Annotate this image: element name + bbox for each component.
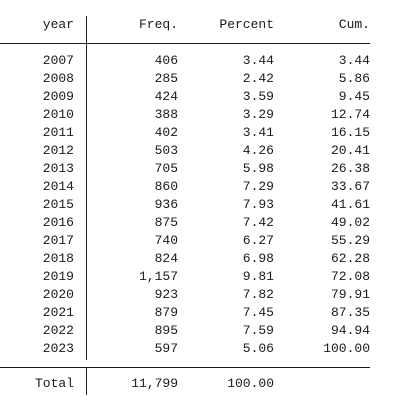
header-freq: Freq. bbox=[138, 17, 178, 32]
row-percent: 7.59 bbox=[242, 323, 274, 338]
row-cum: 26.38 bbox=[330, 161, 370, 176]
row-cum: 94.94 bbox=[330, 323, 370, 338]
row-percent: 3.44 bbox=[242, 53, 274, 68]
row-percent: 3.59 bbox=[242, 89, 274, 104]
row-cum: 20.41 bbox=[330, 143, 370, 158]
row-freq: 895 bbox=[154, 323, 178, 338]
row-percent: 3.41 bbox=[242, 125, 274, 140]
row-year: 2017 bbox=[42, 233, 74, 248]
row-year: 2007 bbox=[42, 53, 74, 68]
row-year: 2015 bbox=[42, 197, 74, 212]
row-cum: 12.74 bbox=[330, 107, 370, 122]
row-year: 2022 bbox=[42, 323, 74, 338]
row-year: 2018 bbox=[42, 251, 74, 266]
row-cum: 79.91 bbox=[330, 287, 370, 302]
total-label: Total bbox=[34, 376, 74, 391]
row-cum: 87.35 bbox=[330, 305, 370, 320]
row-percent: 7.45 bbox=[242, 305, 274, 320]
row-year: 2013 bbox=[42, 161, 74, 176]
row-percent: 9.81 bbox=[242, 269, 274, 284]
row-year: 2019 bbox=[42, 269, 74, 284]
row-percent: 7.29 bbox=[242, 179, 274, 194]
row-cum: 49.02 bbox=[330, 215, 370, 230]
row-percent: 4.26 bbox=[242, 143, 274, 158]
row-percent: 2.42 bbox=[242, 71, 274, 86]
row-percent: 6.27 bbox=[242, 233, 274, 248]
row-year: 2010 bbox=[42, 107, 74, 122]
header-percent: Percent bbox=[219, 17, 274, 32]
row-freq: 597 bbox=[154, 341, 178, 356]
total-freq: 11,799 bbox=[131, 376, 178, 391]
row-cum: 41.61 bbox=[330, 197, 370, 212]
row-cum: 100.00 bbox=[323, 341, 370, 356]
header-year: year bbox=[42, 17, 74, 32]
row-cum: 16.15 bbox=[330, 125, 370, 140]
row-freq: 740 bbox=[154, 233, 178, 248]
row-freq: 285 bbox=[154, 71, 178, 86]
row-percent: 7.82 bbox=[242, 287, 274, 302]
total-percent: 100.00 bbox=[227, 376, 274, 391]
row-freq: 875 bbox=[154, 215, 178, 230]
row-year: 2008 bbox=[42, 71, 74, 86]
row-percent: 3.29 bbox=[242, 107, 274, 122]
row-year: 2014 bbox=[42, 179, 74, 194]
row-cum: 72.08 bbox=[330, 269, 370, 284]
row-freq: 824 bbox=[154, 251, 178, 266]
row-year: 2009 bbox=[42, 89, 74, 104]
row-freq: 860 bbox=[154, 179, 178, 194]
row-freq: 923 bbox=[154, 287, 178, 302]
row-cum: 62.28 bbox=[330, 251, 370, 266]
row-percent: 7.42 bbox=[242, 215, 274, 230]
row-freq: 879 bbox=[154, 305, 178, 320]
row-freq: 406 bbox=[154, 53, 178, 68]
vertical-divider-header bbox=[86, 16, 87, 46]
header-divider bbox=[0, 43, 370, 44]
row-year: 2011 bbox=[42, 125, 74, 140]
row-cum: 3.44 bbox=[338, 53, 370, 68]
row-percent: 6.98 bbox=[242, 251, 274, 266]
row-freq: 424 bbox=[154, 89, 178, 104]
header-cum: Cum. bbox=[338, 17, 370, 32]
row-cum: 5.86 bbox=[338, 71, 370, 86]
vertical-divider-body bbox=[86, 44, 87, 360]
row-cum: 55.29 bbox=[330, 233, 370, 248]
vertical-divider-total bbox=[86, 367, 87, 395]
row-cum: 33.67 bbox=[330, 179, 370, 194]
row-freq: 503 bbox=[154, 143, 178, 158]
row-year: 2021 bbox=[42, 305, 74, 320]
row-percent: 7.93 bbox=[242, 197, 274, 212]
row-percent: 5.98 bbox=[242, 161, 274, 176]
row-freq: 1,157 bbox=[138, 269, 178, 284]
row-cum: 9.45 bbox=[338, 89, 370, 104]
row-freq: 705 bbox=[154, 161, 178, 176]
row-freq: 936 bbox=[154, 197, 178, 212]
row-year: 2023 bbox=[42, 341, 74, 356]
row-freq: 402 bbox=[154, 125, 178, 140]
row-year: 2016 bbox=[42, 215, 74, 230]
row-freq: 388 bbox=[154, 107, 178, 122]
row-year: 2012 bbox=[42, 143, 74, 158]
row-year: 2020 bbox=[42, 287, 74, 302]
total-divider bbox=[0, 367, 370, 368]
row-percent: 5.06 bbox=[242, 341, 274, 356]
